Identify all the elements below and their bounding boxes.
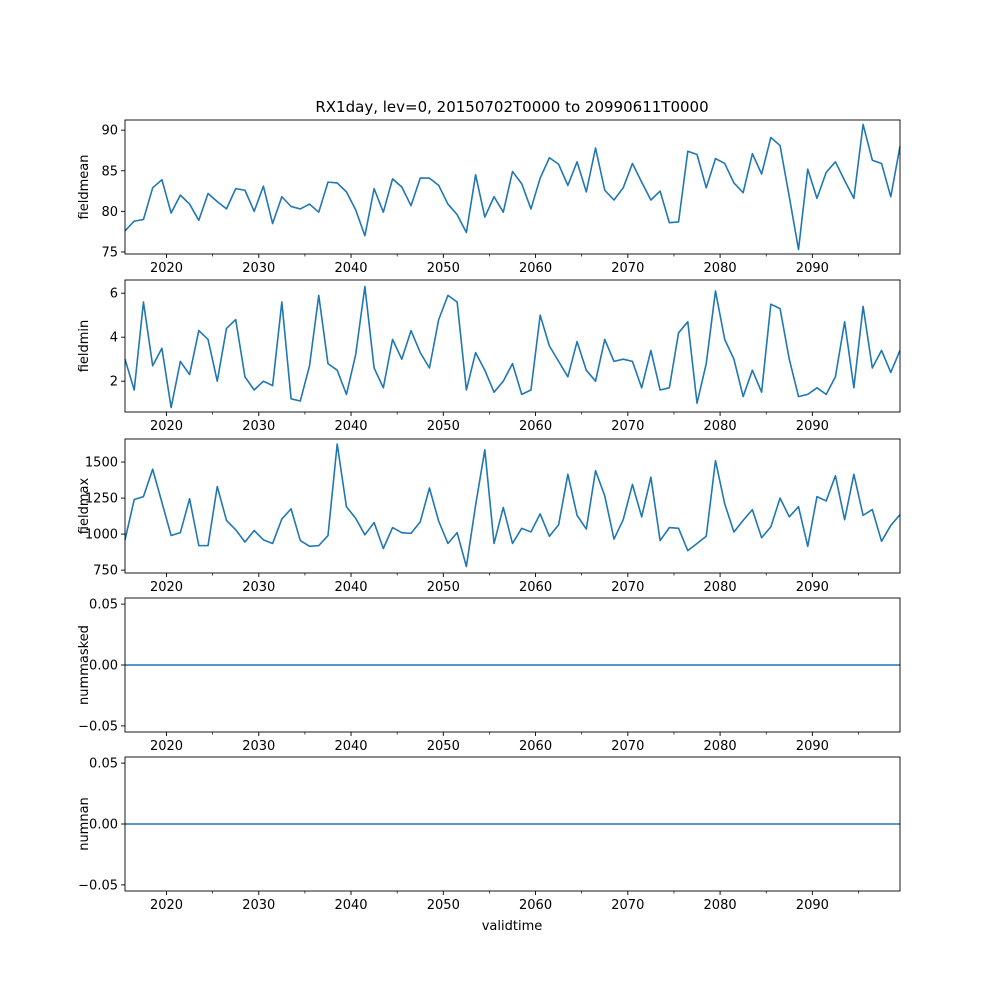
fieldmin-xtick-label: 2020 <box>150 419 183 434</box>
fieldmean-ytick-label: 80 <box>101 205 118 220</box>
numnan-xtick-label: 2070 <box>611 898 644 913</box>
fieldmin-ytick-label: 6 <box>110 287 118 302</box>
fieldmax-xtick-label: 2070 <box>611 580 644 595</box>
fieldmax-axes-frame <box>124 438 901 574</box>
numnan-ytick-label: 0.00 <box>89 818 118 833</box>
fieldmean-series-line <box>124 123 901 251</box>
numnan-xtick-label: 2040 <box>334 898 367 913</box>
fieldmax-ytick-label: 750 <box>93 564 118 579</box>
panel-numnan: −0.05 0.00 0.05 2020 2030 2040 2050 2060 2070 208… <box>77 756 901 913</box>
fieldmax-xtick-label: 2080 <box>704 580 737 595</box>
fieldmean-xtick-label: 2050 <box>427 261 460 276</box>
fieldmin-xtick-label: 2060 <box>519 419 552 434</box>
fieldmin-xtick-label: 2030 <box>242 419 275 434</box>
fieldmin-axes-frame <box>124 279 901 413</box>
fieldmin-ytick-label: 2 <box>110 375 118 390</box>
nummasked-xtick-label: 2070 <box>611 739 644 754</box>
fieldmax-ytick-label: 1500 <box>85 456 118 471</box>
fieldmax-xtick-label: 2040 <box>334 580 367 595</box>
fieldmean-xtick-label: 2070 <box>611 261 644 276</box>
fieldmean-ytick-label: 85 <box>101 164 118 179</box>
fieldmin-ytick-label: 4 <box>110 331 118 346</box>
fieldmax-ytick-label: 1250 <box>85 492 118 507</box>
fieldmax-ytick-label: 1000 <box>85 528 118 543</box>
nummasked-xtick-label: 2050 <box>427 739 460 754</box>
numnan-y-axis-label: numnan <box>77 797 92 851</box>
fieldmax-xtick-label: 2090 <box>796 580 829 595</box>
numnan-xtick-label: 2080 <box>704 898 737 913</box>
fieldmax-xtick-label: 2030 <box>242 580 275 595</box>
fieldmean-xtick-label: 2030 <box>242 261 275 276</box>
chart-title: RX1day, lev=0, 20150702T0000 to 20990611… <box>315 98 708 116</box>
fieldmean-xtick-label: 2090 <box>796 261 829 276</box>
fieldmax-xtick-label: 2020 <box>150 580 183 595</box>
panel-nummasked: −0.05 0.00 0.05 2020 2030 2040 2050 2060 2070 208… <box>77 597 901 754</box>
panel-fieldmean: 75 80 85 90 2020 2030 2040 2050 2060 2070 2080 2090… <box>77 119 901 276</box>
nummasked-ytick-label: −0.05 <box>78 719 118 734</box>
fieldmean-xtick-label: 2080 <box>704 261 737 276</box>
numnan-ytick-label: −0.05 <box>78 878 118 893</box>
nummasked-xtick-label: 2020 <box>150 739 183 754</box>
fieldmax-y-axis-label: fieldmax <box>77 478 92 535</box>
nummasked-xtick-label: 2090 <box>796 739 829 754</box>
nummasked-xtick-label: 2040 <box>334 739 367 754</box>
fieldmean-xtick-label: 2040 <box>334 261 367 276</box>
nummasked-y-axis-label: nummasked <box>77 625 92 705</box>
fieldmin-xtick-label: 2080 <box>704 419 737 434</box>
fieldmax-xtick-label: 2060 <box>519 580 552 595</box>
fieldmean-ytick-label: 75 <box>101 245 118 260</box>
fieldmax-series-line <box>124 443 901 568</box>
fieldmean-ytick-label: 90 <box>101 124 118 139</box>
fieldmean-xtick-label: 2060 <box>519 261 552 276</box>
nummasked-ytick-label: 0.05 <box>89 598 118 613</box>
fieldmin-xtick-label: 2050 <box>427 419 460 434</box>
numnan-xtick-label: 2050 <box>427 898 460 913</box>
numnan-xtick-label: 2030 <box>242 898 275 913</box>
numnan-xtick-label: 2020 <box>150 898 183 913</box>
fieldmin-y-axis-label: fieldmin <box>77 320 92 373</box>
nummasked-xtick-label: 2080 <box>704 739 737 754</box>
fieldmin-xtick-label: 2040 <box>334 419 367 434</box>
fieldmean-xtick-label: 2020 <box>150 261 183 276</box>
fieldmin-series-line <box>124 285 901 409</box>
nummasked-xtick-label: 2030 <box>242 739 275 754</box>
numnan-xtick-label: 2060 <box>519 898 552 913</box>
nummasked-ytick-label: 0.00 <box>89 659 118 674</box>
nummasked-xtick-label: 2060 <box>519 739 552 754</box>
panel-fieldmax: 750 1000 1250 1500 2020 2030 2040 2050 2060 2070 2… <box>77 438 901 595</box>
numnan-xtick-label: 2090 <box>796 898 829 913</box>
fieldmin-xtick-label: 2090 <box>796 419 829 434</box>
fieldmin-xtick-label: 2070 <box>611 419 644 434</box>
x-axis-label: validtime <box>482 919 543 934</box>
panel-fieldmin: 2 4 6 2020 2030 2040 2050 2060 2070 2080 2090 field… <box>77 279 901 434</box>
fieldmax-xtick-label: 2050 <box>427 580 460 595</box>
fieldmean-y-axis-label: fieldmean <box>77 155 92 220</box>
fieldmean-axes-frame <box>124 119 901 255</box>
panels: 75 80 85 90 2020 2030 2040 2050 2060 2070 2080 2090… <box>77 119 901 913</box>
numnan-ytick-label: 0.05 <box>89 757 118 772</box>
